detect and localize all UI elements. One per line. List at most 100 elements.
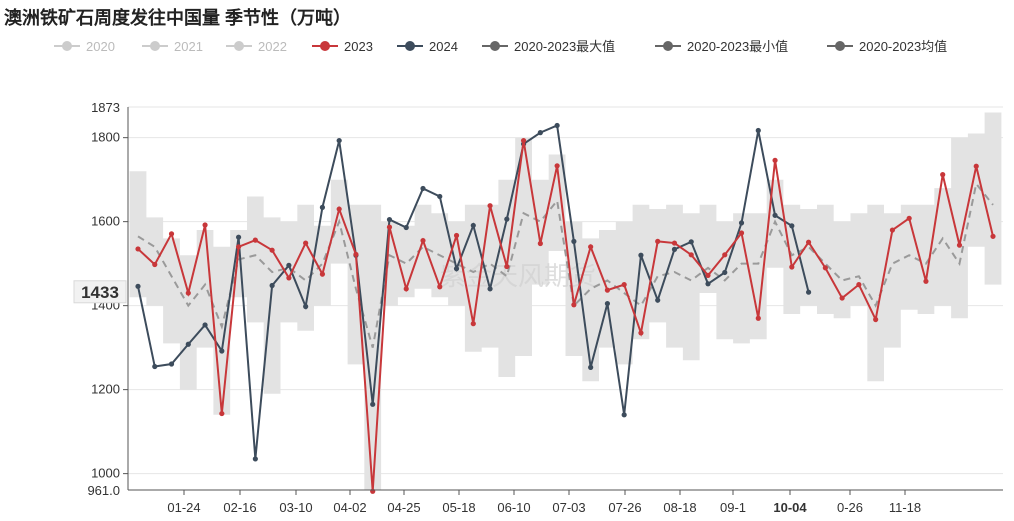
point-2024-21 [487,286,493,292]
point-2023-9 [286,275,292,281]
legend-marker [405,41,415,51]
point-2023-2 [168,231,175,237]
point-2023-8 [269,247,275,253]
x-tick-label: 07-03 [552,500,585,515]
legend-marker [234,41,244,51]
point-2023-20 [470,321,476,327]
point-2023-0 [135,246,141,252]
point-2024-11 [319,204,326,210]
point-2023-27 [588,244,594,250]
point-2024-35 [722,269,728,276]
point-2024-3 [185,341,191,347]
point-2024-20 [470,222,476,229]
point-2023-29 [621,282,627,288]
series-lines [135,122,996,494]
y-pointer-label: 1433 [81,283,119,302]
point-2023-22 [504,263,510,270]
series-line-2023 [137,140,994,492]
point-2023-12 [336,206,342,212]
point-2023-1 [152,261,158,268]
point-2023-51 [990,233,996,239]
legend-marker [320,41,330,51]
legend-item-2020-2023最小值[interactable]: 2020-2023最小值 [655,39,788,54]
x-tick-label: 05-18 [442,500,475,515]
point-2023-28 [604,287,611,293]
legend-label: 2020 [86,39,115,54]
x-tick-label: 06-10 [497,500,530,515]
point-2024-8 [269,282,275,289]
legend-label: 2021 [174,39,203,54]
x-tick-label: 04-02 [333,500,366,515]
point-2023-11 [319,271,326,277]
point-2023-36 [738,230,745,236]
point-2024-37 [755,127,761,134]
point-2023-21 [487,203,493,209]
legend-item-2020-2023均值[interactable]: 2020-2023均值 [827,39,947,54]
point-2023-33 [688,252,694,258]
point-2024-30 [638,252,644,258]
point-2023-40 [805,239,812,245]
point-2024-27 [588,364,594,370]
max-min-band [129,112,1002,491]
point-2023-32 [671,240,678,246]
y-pointer-badge [73,280,127,304]
point-2024-15 [386,216,393,223]
legend-item-2020-2023最大值[interactable]: 2020-2023最大值 [482,39,615,54]
point-2023-31 [655,238,661,244]
point-2024-0 [135,283,141,289]
point-2023-19 [453,232,460,239]
point-2023-7 [252,237,258,243]
point-2024-38 [772,212,778,218]
point-2023-39 [789,264,795,270]
chart-title: 澳洲铁矿石周度发往中国量 季节性（万吨） [4,8,351,28]
point-2023-16 [403,286,409,292]
point-2023-25 [554,163,560,169]
y-min-label: 961.0 [87,483,120,498]
point-2024-2 [168,361,175,367]
y-tick-label: 1000 [91,466,120,481]
legend-item-2022[interactable]: 2022 [226,39,287,54]
series-line-average [137,181,994,348]
point-2024-19 [453,266,460,272]
point-2024-29 [621,412,627,418]
point-2024-5 [219,348,225,354]
x-tick-label: 08-18 [663,500,696,515]
point-2024-26 [571,238,577,244]
point-2023-50 [973,163,979,169]
legend-item-2021[interactable]: 2021 [142,39,203,54]
point-2023-3 [185,290,191,296]
point-2023-48 [940,172,946,178]
point-2024-6 [235,234,242,240]
legend-marker [62,41,72,51]
legend-item-2020[interactable]: 2020 [54,39,115,54]
y-tick-label: 1600 [91,214,120,229]
x-tick-label: 01-24 [167,500,200,515]
chart-legend[interactable]: 2020 2021 2022 2023 2024 2020-2023最大值 2020-202… [54,39,947,54]
point-2024-25 [554,122,560,129]
point-2024-10 [303,303,309,310]
point-2024-18 [437,193,443,200]
legend-item-2023[interactable]: 2023 [312,39,373,54]
point-2023-46 [906,215,912,221]
point-2023-37 [755,315,761,321]
point-2023-6 [235,244,242,250]
point-2024-32 [671,246,678,252]
point-2024-24 [537,130,543,136]
point-2024-17 [420,185,426,192]
point-2024-16 [403,224,409,231]
legend-item-2024[interactable]: 2024 [397,39,458,54]
legend-label: 2020-2023最大值 [514,39,615,54]
point-2023-38 [772,157,778,163]
legend-label: 2020-2023最小值 [687,39,788,54]
point-2024-4 [202,322,208,328]
point-2023-13 [353,251,359,258]
legend-marker [835,41,845,51]
legend-marker [150,41,160,51]
point-2024-39 [789,223,795,229]
x-tick-label: 10-04 [773,500,807,515]
point-2023-26 [571,302,577,308]
x-tick-label: 0-26 [837,500,863,515]
legend-label: 2020-2023均值 [859,39,947,54]
